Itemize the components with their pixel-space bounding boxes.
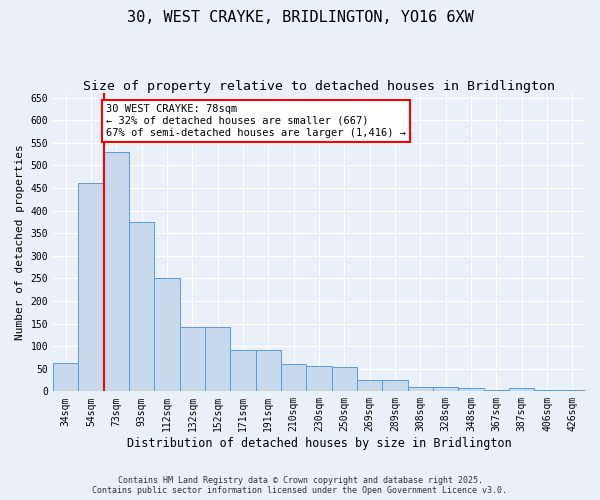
Bar [535, 390, 560, 392]
Bar [382, 380, 407, 392]
Bar [281, 364, 307, 392]
Bar [154, 278, 179, 392]
Bar [509, 388, 535, 392]
Bar [256, 350, 281, 392]
X-axis label: Distribution of detached houses by size in Bridlington: Distribution of detached houses by size … [127, 437, 511, 450]
Bar [53, 364, 79, 392]
Bar [433, 387, 458, 392]
Text: 30 WEST CRAYKE: 78sqm
← 32% of detached houses are smaller (667)
67% of semi-det: 30 WEST CRAYKE: 78sqm ← 32% of detached … [106, 104, 406, 138]
Bar [307, 366, 332, 392]
Title: Size of property relative to detached houses in Bridlington: Size of property relative to detached ho… [83, 80, 555, 93]
Bar [407, 387, 433, 392]
Text: 30, WEST CRAYKE, BRIDLINGTON, YO16 6XW: 30, WEST CRAYKE, BRIDLINGTON, YO16 6XW [127, 10, 473, 25]
Bar [230, 350, 256, 392]
Bar [179, 327, 205, 392]
Text: Contains HM Land Registry data © Crown copyright and database right 2025.
Contai: Contains HM Land Registry data © Crown c… [92, 476, 508, 495]
Bar [484, 390, 509, 392]
Bar [560, 390, 585, 392]
Bar [458, 388, 484, 392]
Bar [205, 327, 230, 392]
Bar [104, 152, 129, 392]
Bar [332, 368, 357, 392]
Bar [357, 380, 382, 392]
Bar [129, 222, 154, 392]
Y-axis label: Number of detached properties: Number of detached properties [15, 144, 25, 340]
Bar [79, 182, 104, 392]
